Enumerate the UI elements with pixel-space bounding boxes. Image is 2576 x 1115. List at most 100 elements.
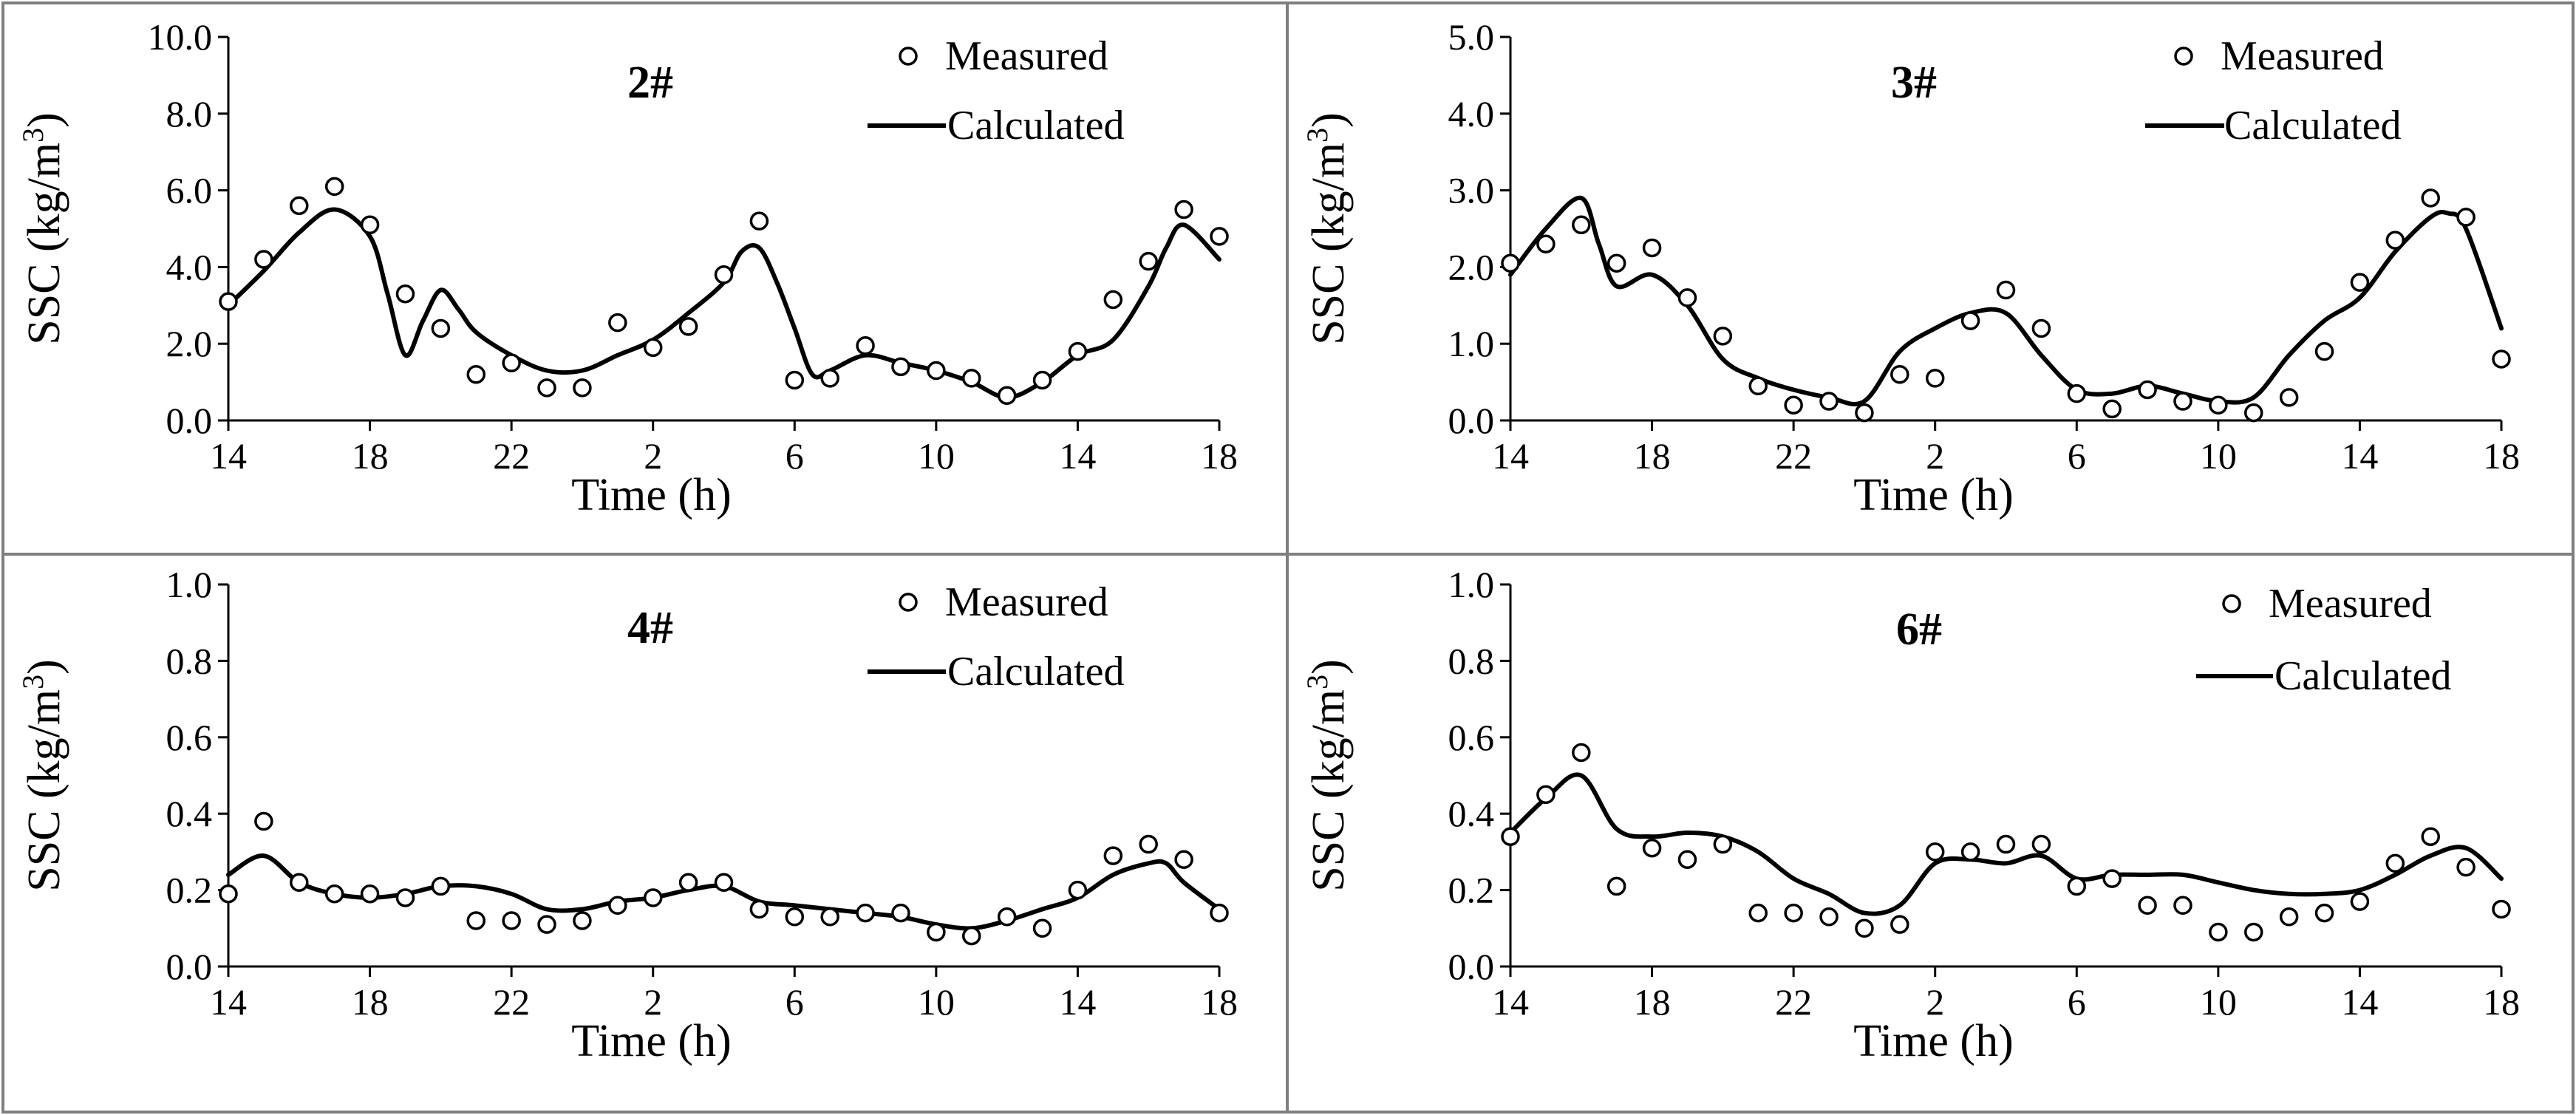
x-tick-label: 18 bbox=[1634, 981, 1671, 1023]
measured-point bbox=[219, 884, 238, 904]
y-tick-label: 2.0 bbox=[166, 323, 213, 364]
x-tick-label: 18 bbox=[352, 981, 389, 1023]
x-tick-label: 14 bbox=[1059, 981, 1096, 1023]
x-tick-label: 14 bbox=[210, 435, 247, 477]
measured-point bbox=[1748, 903, 1768, 923]
y-axis-title-superscript: 3 bbox=[16, 128, 50, 143]
measured-point bbox=[2031, 318, 2051, 338]
measured-point bbox=[573, 911, 592, 930]
y-tick-label: 0.6 bbox=[166, 717, 213, 758]
measured-point bbox=[1855, 918, 1874, 938]
measured-point bbox=[1784, 903, 1803, 923]
measured-point bbox=[2350, 892, 2370, 911]
y-tick-label: 3.0 bbox=[1448, 170, 1495, 211]
y-axis-title-close: ) bbox=[19, 659, 69, 675]
measured-point bbox=[1819, 392, 1839, 411]
measured-point bbox=[1677, 288, 1697, 307]
measured-point bbox=[1174, 200, 1193, 219]
x-tick-label: 18 bbox=[1634, 435, 1671, 477]
measured-point bbox=[2279, 388, 2299, 407]
measured-point bbox=[2209, 922, 2228, 942]
measured-point bbox=[962, 926, 981, 946]
measured-point bbox=[1642, 838, 1662, 858]
measured-point bbox=[2456, 857, 2476, 877]
measured-point bbox=[1572, 743, 1591, 763]
y-tick-label: 0.0 bbox=[166, 400, 213, 441]
measured-point bbox=[1210, 227, 1229, 246]
measured-point bbox=[395, 284, 415, 304]
measured-point bbox=[1960, 842, 1980, 862]
measured-point bbox=[1925, 842, 1945, 862]
panel-title: 2# bbox=[627, 58, 673, 108]
y-tick-label: 2.0 bbox=[1448, 246, 1495, 287]
legend-calculated-label: Calculated bbox=[2275, 653, 2451, 699]
y-axis-title-superscript: 3 bbox=[1301, 128, 1334, 143]
x-tick-label: 6 bbox=[2068, 435, 2086, 477]
measured-point bbox=[1855, 403, 1874, 423]
x-tick-label: 22 bbox=[493, 435, 530, 477]
legend-measured-marker bbox=[2174, 47, 2193, 66]
measured-point bbox=[290, 873, 309, 893]
y-tick-label: 0.2 bbox=[166, 870, 213, 911]
y-axis-title: SSC (kg/m3) bbox=[16, 112, 69, 345]
y-axis-title-main: SSC (kg/m bbox=[1304, 689, 1354, 892]
measured-point bbox=[891, 357, 910, 377]
x-tick-label: 10 bbox=[2200, 981, 2237, 1023]
y-axis-title-close: ) bbox=[1304, 112, 1354, 128]
x-tick-label: 18 bbox=[352, 435, 389, 477]
x-tick-label: 10 bbox=[918, 435, 955, 477]
measured-point bbox=[1784, 395, 1803, 415]
measured-point bbox=[2173, 896, 2192, 915]
y-axis-title-main: SSC (kg/m bbox=[19, 143, 69, 345]
measured-point bbox=[502, 911, 521, 930]
x-tick-label: 18 bbox=[1201, 435, 1238, 477]
measured-point bbox=[856, 336, 875, 355]
measured-point bbox=[2209, 395, 2228, 415]
x-tick-label: 18 bbox=[2483, 981, 2520, 1023]
x-tick-label: 14 bbox=[1059, 435, 1096, 477]
measured-point bbox=[2314, 903, 2334, 923]
measured-point bbox=[360, 884, 380, 904]
measured-point bbox=[608, 896, 627, 915]
measured-point bbox=[2067, 383, 2087, 403]
legend-measured-label: Measured bbox=[2269, 581, 2432, 627]
x-tick-label: 18 bbox=[2483, 435, 2520, 477]
legend-measured-label: Measured bbox=[945, 33, 1108, 79]
panel-title: 4# bbox=[627, 603, 673, 653]
measured-point bbox=[1925, 369, 1945, 388]
measured-point bbox=[2314, 341, 2334, 361]
x-tick-label: 14 bbox=[210, 981, 247, 1023]
measured-point bbox=[1890, 364, 1909, 384]
measured-point bbox=[927, 361, 946, 381]
measured-point bbox=[2173, 392, 2192, 411]
measured-point bbox=[254, 250, 273, 269]
measured-point bbox=[749, 899, 769, 919]
measured-point bbox=[1068, 341, 1088, 361]
x-tick-label: 22 bbox=[493, 981, 530, 1023]
calculated-series-line bbox=[1508, 195, 2504, 406]
measured-point bbox=[2102, 399, 2122, 419]
measured-point bbox=[1819, 907, 1839, 927]
y-axis-title-superscript: 3 bbox=[16, 675, 50, 689]
legend-measured-marker bbox=[899, 593, 918, 612]
measured-point bbox=[1642, 238, 1662, 258]
measured-point bbox=[997, 907, 1017, 927]
x-tick-label: 2 bbox=[1926, 435, 1944, 477]
measured-point bbox=[2138, 380, 2157, 400]
legend-measured-marker bbox=[2222, 594, 2241, 613]
y-axis-title-main: SSC (kg/m bbox=[1304, 143, 1354, 345]
x-tick-label: 14 bbox=[1492, 981, 1529, 1023]
measured-point bbox=[785, 907, 805, 927]
measured-point bbox=[1103, 290, 1123, 310]
y-tick-label: 4.0 bbox=[1448, 93, 1495, 134]
measured-point bbox=[1996, 834, 2016, 854]
measured-point bbox=[1139, 834, 1158, 854]
x-tick-label: 2 bbox=[644, 435, 662, 477]
measured-point bbox=[678, 317, 698, 336]
y-axis-title-main: SSC (kg/m bbox=[19, 689, 69, 892]
measured-point bbox=[927, 922, 946, 942]
measured-point bbox=[749, 211, 769, 231]
x-tick-label: 18 bbox=[1201, 981, 1238, 1023]
